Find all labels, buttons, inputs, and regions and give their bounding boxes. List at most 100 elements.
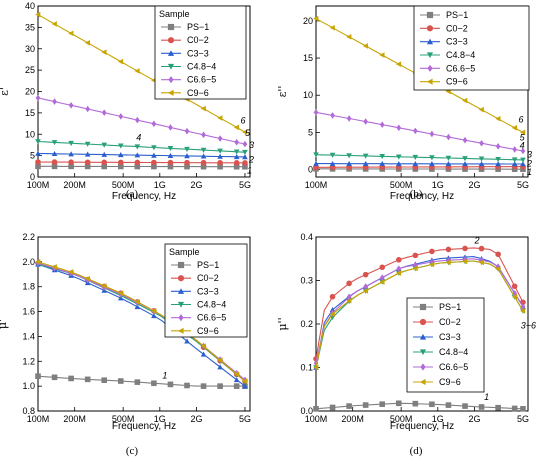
y-tick-label: 1.2 [22, 356, 35, 366]
series-6 [35, 259, 248, 384]
data-point [329, 160, 336, 166]
data-point [35, 150, 41, 156]
data-point [101, 49, 107, 55]
data-point [234, 138, 239, 146]
x-tick-label: 200M [63, 180, 86, 190]
data-point [313, 406, 319, 412]
data-point [217, 357, 223, 363]
legend-label: C0−2 [197, 273, 219, 283]
legend-label: C9−6 [197, 326, 219, 336]
curve-label: 1 [527, 167, 532, 177]
y-tick-label: 5 [308, 127, 313, 137]
curve-label: 1 [162, 371, 167, 381]
data-point [84, 39, 90, 46]
data-point [395, 160, 402, 167]
data-point [217, 383, 223, 389]
x-tick-label: 1G [432, 180, 444, 190]
data-point [51, 140, 58, 146]
legend-title: Sample [169, 247, 200, 257]
data-point [242, 383, 248, 389]
legend-label: C3−3 [446, 37, 468, 47]
data-point [346, 115, 352, 122]
data-point [242, 129, 248, 135]
legend: PS−1 C0−2 C3−3 C4.8−4 C6.6−5 C9−6 [413, 5, 530, 91]
data-point [362, 402, 369, 408]
legend-entry: C0−2 [420, 23, 468, 33]
legend-entry: PS−1 [413, 302, 461, 312]
legend-label: C3−3 [187, 48, 209, 58]
data-point [242, 378, 248, 384]
legend-entry: C6.6−5 [420, 63, 475, 73]
data-point [379, 264, 386, 271]
curve-label: 6 [241, 116, 246, 126]
data-point [346, 280, 352, 287]
data-point [313, 152, 319, 158]
curve-label: 4 [136, 133, 141, 143]
legend-entry: C3−3 [420, 37, 468, 47]
data-point [412, 265, 418, 272]
data-point [330, 112, 335, 119]
data-point [511, 294, 517, 300]
series-line [37, 97, 246, 145]
data-point [520, 161, 526, 167]
data-point [84, 275, 90, 282]
data-point [52, 98, 57, 105]
x-tick-label: 5G [239, 180, 251, 190]
data-point [134, 68, 140, 74]
data-point [478, 156, 485, 162]
data-point [329, 24, 335, 31]
legend-label: PS−1 [187, 22, 209, 32]
data-point [167, 152, 174, 158]
data-point [84, 141, 91, 147]
legend-marker [426, 25, 434, 32]
legend-entry: C4.8−4 [161, 62, 216, 72]
x-tick-label: 200M [341, 414, 364, 424]
data-point [412, 400, 419, 407]
legend-marker [177, 261, 185, 269]
x-axis-title: Frequency, Hz [112, 191, 176, 202]
legend-marker [426, 52, 434, 59]
data-point [151, 120, 157, 128]
data-point [35, 259, 41, 265]
legend-label: PS−1 [446, 10, 468, 20]
data-point [495, 143, 501, 150]
y-tick-label: 1.0 [22, 381, 35, 391]
legend-marker [427, 64, 433, 72]
legend-entry: C9−6 [161, 88, 209, 98]
data-point [217, 115, 223, 121]
data-point [117, 152, 124, 158]
legend-marker [177, 275, 185, 282]
data-point [117, 58, 124, 65]
data-point [446, 133, 451, 141]
data-point [363, 283, 368, 290]
data-point [200, 153, 207, 159]
data-point [379, 274, 385, 281]
legend-label: C6.6−5 [197, 313, 226, 323]
data-point [217, 364, 223, 370]
data-point [478, 106, 484, 113]
data-point [313, 364, 319, 371]
data-point [462, 156, 468, 162]
x-tick-label: 500M [112, 414, 135, 424]
data-point [395, 154, 402, 160]
curve-label: 1 [247, 166, 252, 176]
data-point [35, 94, 41, 102]
data-point [346, 160, 352, 166]
data-point [68, 269, 74, 275]
legend-entry: PS−1 [420, 10, 468, 20]
legend-label: C9−6 [187, 88, 209, 98]
legend-entry: C4.8−4 [413, 347, 468, 357]
data-point [151, 159, 157, 166]
legend-entry: C9−6 [420, 77, 468, 87]
series-5 [313, 109, 526, 155]
legend-marker [178, 314, 184, 322]
panel-a: 100M 200M 500M 1G 2G 5G0510152025303540Freque… [0, 1, 254, 202]
data-point [445, 161, 452, 167]
data-point [362, 153, 369, 159]
legend-label: C9−6 [439, 377, 461, 387]
data-point [135, 116, 140, 124]
legend: PS−1 C0−2 C3−3 C4.8−4 C6.6−5 C9−6 [406, 297, 485, 393]
y-axis-title: μ' [0, 319, 9, 329]
legend-marker [420, 363, 426, 371]
